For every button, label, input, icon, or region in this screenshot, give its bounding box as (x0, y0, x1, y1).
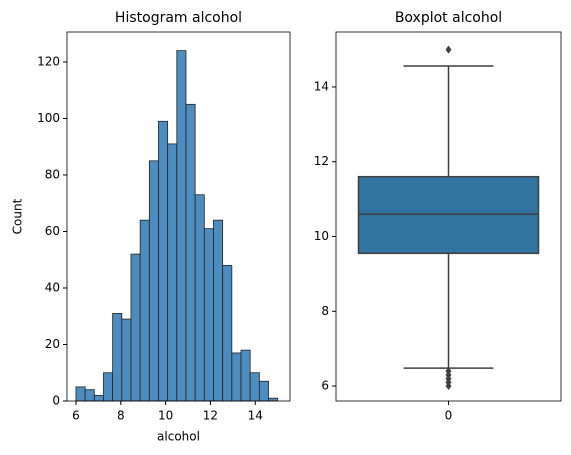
bar (176, 50, 187, 402)
x-tick-label: 12 (203, 409, 218, 423)
x-tick-label: 6 (72, 409, 80, 423)
bar (103, 372, 114, 402)
bar (112, 313, 123, 402)
bar (231, 352, 242, 402)
box (357, 175, 540, 255)
bar (258, 380, 269, 402)
bar (194, 194, 205, 402)
bar (93, 394, 104, 402)
flier (445, 45, 452, 54)
bar (130, 253, 141, 402)
x-axis-label: alcohol (157, 430, 200, 444)
flier (445, 382, 452, 391)
y-tick-label: 100 (37, 111, 60, 125)
y-tick-label: 14 (314, 79, 329, 93)
bar (84, 389, 95, 402)
bar (121, 318, 132, 402)
axes-frame (66, 31, 291, 402)
y-axis-label: Count (11, 198, 25, 234)
bar (75, 386, 86, 402)
bar (222, 264, 233, 402)
y-tick-label: 10 (314, 229, 329, 243)
bar (185, 103, 196, 402)
bar (249, 372, 260, 402)
bar (213, 219, 224, 402)
bar (139, 219, 150, 402)
y-tick-label: 20 (45, 337, 60, 351)
x-tick-label: 14 (248, 409, 263, 423)
bar (158, 120, 169, 402)
y-tick-label: 12 (314, 154, 329, 168)
x-tick-label: 0 (445, 409, 453, 423)
bar (268, 397, 279, 402)
bar (203, 228, 214, 402)
y-tick-label: 6 (321, 379, 329, 393)
bar (148, 160, 159, 402)
y-tick-label: 40 (45, 280, 60, 294)
bar (167, 143, 178, 402)
axes-frame (335, 31, 562, 402)
y-tick-label: 0 (52, 394, 60, 408)
chart-title: Histogram alcohol (115, 10, 242, 26)
chart-title: Boxplot alcohol (395, 10, 502, 26)
x-tick-label: 8 (117, 409, 125, 423)
bar (240, 349, 251, 402)
y-tick-label: 120 (37, 54, 60, 68)
y-tick-label: 80 (45, 167, 60, 181)
y-tick-label: 8 (321, 304, 329, 318)
x-tick-label: 10 (158, 409, 173, 423)
y-tick-label: 60 (45, 224, 60, 238)
